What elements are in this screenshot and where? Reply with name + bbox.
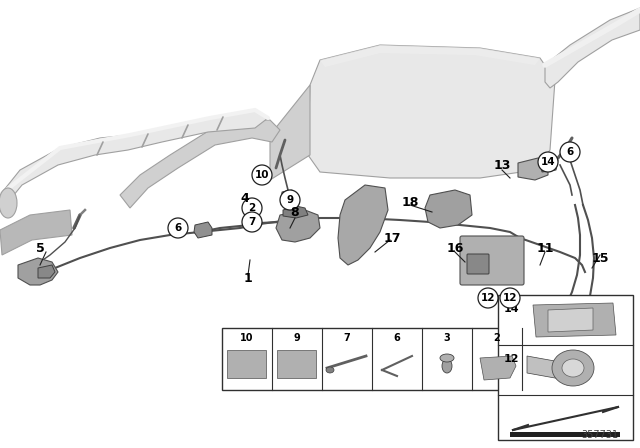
- Circle shape: [280, 190, 300, 210]
- Polygon shape: [527, 356, 566, 380]
- Polygon shape: [518, 158, 548, 180]
- Polygon shape: [510, 432, 620, 437]
- Text: 1: 1: [244, 271, 252, 284]
- Polygon shape: [270, 85, 310, 180]
- Polygon shape: [0, 210, 72, 255]
- Text: 10: 10: [240, 333, 253, 343]
- Text: 7: 7: [248, 217, 256, 227]
- FancyBboxPatch shape: [467, 254, 489, 274]
- Polygon shape: [120, 120, 280, 208]
- Polygon shape: [540, 155, 558, 172]
- Polygon shape: [276, 210, 320, 242]
- Circle shape: [252, 165, 272, 185]
- Polygon shape: [545, 8, 640, 88]
- Ellipse shape: [481, 291, 495, 305]
- Text: 9: 9: [287, 195, 294, 205]
- Ellipse shape: [440, 354, 454, 362]
- Polygon shape: [227, 350, 266, 378]
- Text: 2: 2: [248, 203, 255, 213]
- Text: 12: 12: [504, 354, 520, 364]
- FancyBboxPatch shape: [460, 236, 524, 285]
- Text: 6: 6: [394, 333, 401, 343]
- Circle shape: [478, 288, 498, 308]
- Polygon shape: [533, 303, 616, 337]
- Text: 4: 4: [241, 191, 250, 204]
- Text: 13: 13: [493, 159, 511, 172]
- Bar: [498, 295, 633, 440]
- Polygon shape: [320, 45, 540, 67]
- Bar: [222, 328, 572, 390]
- Text: 10: 10: [255, 170, 269, 180]
- Polygon shape: [0, 110, 268, 212]
- Ellipse shape: [562, 359, 584, 377]
- Circle shape: [538, 152, 558, 172]
- Text: 6: 6: [174, 223, 182, 233]
- Polygon shape: [506, 403, 626, 433]
- Text: 3: 3: [444, 333, 451, 343]
- Ellipse shape: [483, 293, 493, 302]
- Ellipse shape: [503, 291, 517, 305]
- Polygon shape: [281, 190, 295, 205]
- Text: 12: 12: [481, 293, 495, 303]
- Ellipse shape: [326, 367, 334, 373]
- Text: 17: 17: [383, 232, 401, 245]
- Polygon shape: [338, 185, 388, 265]
- Circle shape: [242, 212, 262, 232]
- Text: 9: 9: [294, 333, 300, 343]
- Text: 6: 6: [566, 147, 573, 157]
- Text: 8: 8: [291, 206, 300, 219]
- Circle shape: [242, 198, 262, 218]
- Text: 357731: 357731: [581, 430, 618, 440]
- Ellipse shape: [506, 293, 515, 302]
- Circle shape: [560, 142, 580, 162]
- Polygon shape: [277, 350, 316, 378]
- Text: 2: 2: [493, 333, 500, 343]
- Polygon shape: [194, 222, 212, 238]
- Text: 7: 7: [344, 333, 350, 343]
- Ellipse shape: [442, 359, 452, 373]
- Ellipse shape: [0, 188, 17, 218]
- Text: 15: 15: [591, 251, 609, 264]
- Polygon shape: [38, 265, 55, 278]
- Circle shape: [168, 218, 188, 238]
- Text: 11: 11: [536, 241, 554, 254]
- Text: 12: 12: [503, 293, 517, 303]
- Polygon shape: [425, 190, 472, 228]
- Ellipse shape: [552, 350, 594, 386]
- Text: 5: 5: [36, 241, 44, 254]
- Polygon shape: [548, 308, 593, 332]
- Text: 18: 18: [401, 195, 419, 208]
- Polygon shape: [480, 356, 516, 380]
- Text: 14: 14: [504, 304, 520, 314]
- Polygon shape: [308, 45, 555, 178]
- Polygon shape: [283, 206, 308, 218]
- Circle shape: [500, 288, 520, 308]
- Polygon shape: [18, 258, 58, 285]
- Text: 16: 16: [446, 241, 464, 254]
- Text: 14: 14: [541, 157, 556, 167]
